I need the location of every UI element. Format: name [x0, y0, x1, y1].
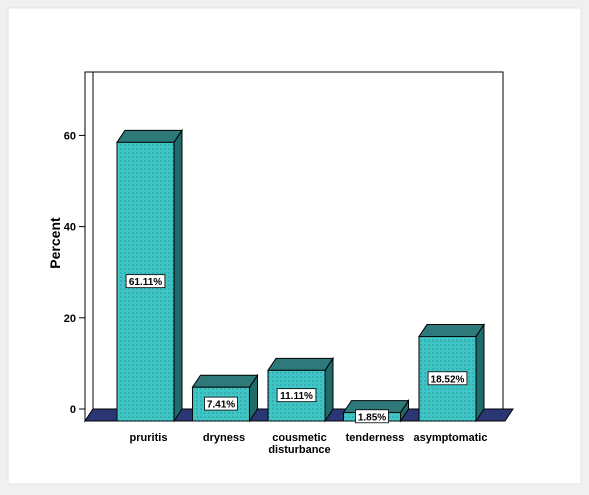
x-tick-label: asymptomatic — [414, 432, 488, 444]
data-label-box — [355, 409, 389, 424]
data-label: 61.11% — [129, 277, 162, 288]
x-tick-label: disturbance — [268, 444, 330, 456]
data-label: 1.85% — [358, 412, 386, 423]
data-label: 18.52% — [431, 374, 465, 385]
bar-top — [418, 324, 485, 338]
bar: 1.85% — [342, 398, 410, 424]
data-label-box — [204, 396, 238, 411]
bar-side — [173, 128, 183, 423]
y-tick-label: 60 — [64, 130, 76, 142]
bar-top — [267, 357, 334, 371]
left-wall — [84, 71, 94, 423]
data-label-box — [276, 388, 317, 403]
y-tick-label: 20 — [64, 313, 76, 325]
bar: 7.41% — [191, 373, 259, 423]
bar-top — [191, 374, 259, 388]
bar-top — [116, 129, 183, 143]
data-label-box — [125, 274, 166, 289]
data-label: 11.11% — [280, 391, 313, 402]
data-label-box — [427, 371, 468, 386]
bar-side — [475, 322, 485, 423]
y-tick-label: 0 — [70, 404, 76, 416]
bar: 61.11% — [116, 128, 183, 423]
x-tick-label: dryness — [203, 432, 245, 444]
x-tick-label: cousmetic — [272, 432, 326, 444]
y-tick-label: 40 — [64, 222, 76, 234]
data-label: 7.41% — [207, 400, 235, 411]
y-axis-title: Percent — [47, 217, 63, 269]
x-tick-label: pruritis — [130, 432, 168, 444]
bar: 11.11% — [267, 356, 334, 423]
x-tick-label: tenderness — [346, 432, 405, 444]
bar: 18.52% — [418, 322, 485, 423]
